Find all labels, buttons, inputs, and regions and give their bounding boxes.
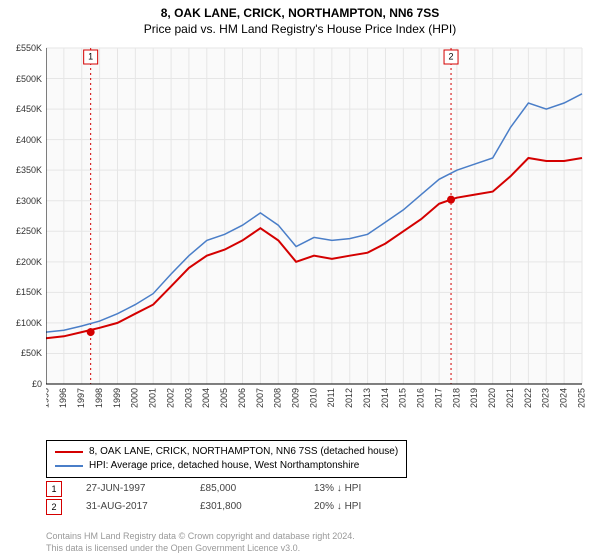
legend-swatch xyxy=(55,465,83,467)
svg-text:2: 2 xyxy=(449,51,454,61)
y-axis-label: £200K xyxy=(16,257,46,267)
svg-text:1998: 1998 xyxy=(94,388,104,408)
svg-text:2016: 2016 xyxy=(416,388,426,408)
svg-text:1996: 1996 xyxy=(58,388,68,408)
svg-text:2025: 2025 xyxy=(576,388,586,408)
table-row: 1 27-JUN-1997 £85,000 13% ↓ HPI xyxy=(46,480,404,498)
chart-container: 8, OAK LANE, CRICK, NORTHAMPTON, NN6 7SS… xyxy=(0,0,600,560)
svg-text:1999: 1999 xyxy=(112,388,122,408)
sale-date: 27-JUN-1997 xyxy=(86,480,176,498)
footer-line: Contains HM Land Registry data © Crown c… xyxy=(46,530,355,542)
chart-title: 8, OAK LANE, CRICK, NORTHAMPTON, NN6 7SS xyxy=(0,0,600,20)
y-axis-label: £250K xyxy=(16,226,46,236)
legend-box: 8, OAK LANE, CRICK, NORTHAMPTON, NN6 7SS… xyxy=(46,440,407,478)
legend-swatch xyxy=(55,451,83,453)
svg-text:2009: 2009 xyxy=(291,388,301,408)
svg-text:2007: 2007 xyxy=(255,388,265,408)
legend-row: HPI: Average price, detached house, West… xyxy=(55,459,398,473)
svg-text:2008: 2008 xyxy=(273,388,283,408)
y-axis-label: £100K xyxy=(16,318,46,328)
svg-text:2022: 2022 xyxy=(523,388,533,408)
footer-line: This data is licensed under the Open Gov… xyxy=(46,542,355,554)
svg-text:2015: 2015 xyxy=(398,388,408,408)
y-axis-label: £0 xyxy=(32,379,46,389)
sale-marker-badge: 2 xyxy=(46,499,62,515)
svg-text:2002: 2002 xyxy=(165,388,175,408)
sale-marker-badge: 1 xyxy=(46,481,62,497)
legend-label: 8, OAK LANE, CRICK, NORTHAMPTON, NN6 7SS… xyxy=(89,445,398,459)
svg-text:2014: 2014 xyxy=(380,388,390,408)
svg-text:2001: 2001 xyxy=(148,388,158,408)
svg-text:2023: 2023 xyxy=(541,388,551,408)
y-axis-label: £500K xyxy=(16,74,46,84)
sales-table: 1 27-JUN-1997 £85,000 13% ↓ HPI 2 31-AUG… xyxy=(46,480,404,516)
sale-delta: 20% ↓ HPI xyxy=(314,498,404,516)
svg-text:2024: 2024 xyxy=(559,388,569,408)
svg-text:1995: 1995 xyxy=(46,388,50,408)
table-row: 2 31-AUG-2017 £301,800 20% ↓ HPI xyxy=(46,498,404,516)
sale-price: £85,000 xyxy=(200,480,290,498)
svg-text:2006: 2006 xyxy=(237,388,247,408)
svg-text:2000: 2000 xyxy=(130,388,140,408)
svg-text:2020: 2020 xyxy=(487,388,497,408)
chart-subtitle: Price paid vs. HM Land Registry's House … xyxy=(0,20,600,40)
y-axis-label: £400K xyxy=(16,135,46,145)
legend-row: 8, OAK LANE, CRICK, NORTHAMPTON, NN6 7SS… xyxy=(55,445,398,459)
y-axis-label: £150K xyxy=(16,287,46,297)
svg-text:1: 1 xyxy=(88,51,93,61)
svg-text:1997: 1997 xyxy=(76,388,86,408)
svg-text:2019: 2019 xyxy=(469,388,479,408)
svg-text:2011: 2011 xyxy=(326,388,336,407)
chart-plot-area: 1995 1996 1997 1998 1999 2000 2001 2002 2003 2004… xyxy=(46,44,586,414)
y-axis-label: £450K xyxy=(16,104,46,114)
svg-text:2018: 2018 xyxy=(451,388,461,408)
svg-text:2021: 2021 xyxy=(505,388,515,408)
sale-price: £301,800 xyxy=(200,498,290,516)
svg-text:2003: 2003 xyxy=(183,388,193,408)
sale-date: 31-AUG-2017 xyxy=(86,498,176,516)
svg-text:2010: 2010 xyxy=(308,388,318,408)
svg-text:2012: 2012 xyxy=(344,388,354,408)
footer-attribution: Contains HM Land Registry data © Crown c… xyxy=(46,530,355,554)
svg-text:2013: 2013 xyxy=(362,388,372,408)
y-axis-label: £300K xyxy=(16,196,46,206)
y-axis-label: £50K xyxy=(21,348,46,358)
svg-text:2017: 2017 xyxy=(433,388,443,408)
y-axis-label: £350K xyxy=(16,165,46,175)
chart-svg: 1995 1996 1997 1998 1999 2000 2001 2002 2003 2004… xyxy=(46,44,586,414)
legend-label: HPI: Average price, detached house, West… xyxy=(89,459,359,473)
svg-text:2005: 2005 xyxy=(219,388,229,408)
svg-text:2004: 2004 xyxy=(201,388,211,408)
y-axis-label: £550K xyxy=(16,43,46,53)
sale-delta: 13% ↓ HPI xyxy=(314,480,404,498)
